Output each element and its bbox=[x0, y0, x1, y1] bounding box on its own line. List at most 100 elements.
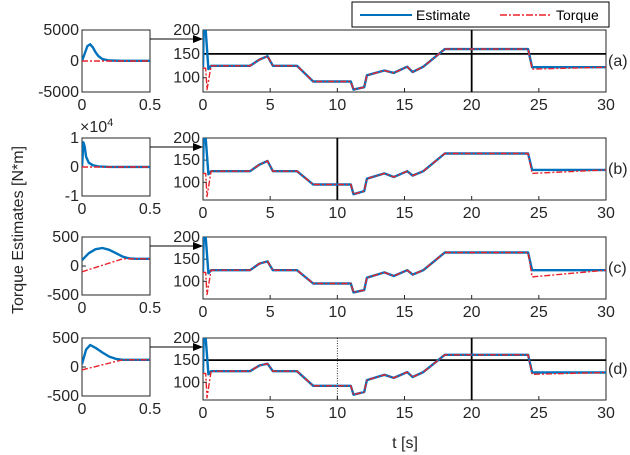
x-tick-label: 30 bbox=[597, 304, 615, 321]
x-axis-label: t [s] bbox=[392, 435, 418, 452]
y-tick-label: 1 bbox=[70, 130, 79, 147]
x-tick-label: 0.5 bbox=[139, 201, 161, 218]
panel-d: 200 150 100 0 5 10 15 20 25 30 (d) bbox=[150, 330, 628, 422]
x-tick-label: 20 bbox=[463, 97, 481, 114]
x-tick-label: 0 bbox=[199, 97, 208, 114]
y-tick-label: 500 bbox=[52, 330, 79, 347]
x-tick-label: 0 bbox=[78, 300, 87, 317]
panel-annotation: (b) bbox=[608, 161, 628, 178]
y-tick-label: 150 bbox=[173, 152, 200, 169]
y-tick-label: 150 bbox=[173, 352, 200, 369]
plot-area bbox=[82, 246, 150, 273]
x-tick-label: 5 bbox=[266, 97, 275, 114]
axes-box bbox=[81, 236, 151, 296]
x-tick-label: 25 bbox=[530, 304, 548, 321]
y-tick-label: 200 bbox=[173, 130, 200, 147]
x-tick-label: 0.5 bbox=[139, 401, 161, 418]
x-tick-label: 15 bbox=[396, 97, 414, 114]
legend-torque-label: Torque bbox=[556, 7, 599, 23]
y-tick-label: 0 bbox=[70, 159, 79, 176]
axes-box bbox=[202, 337, 607, 401]
plot-area bbox=[82, 343, 150, 371]
x-tick-label: 0 bbox=[78, 97, 87, 114]
x-tick-label: 30 bbox=[597, 97, 615, 114]
y-tick-label: 5000 bbox=[43, 22, 79, 39]
plot-area bbox=[203, 237, 606, 296]
x-tick-label: 20 bbox=[463, 205, 481, 222]
panel-annotation: (c) bbox=[608, 260, 627, 277]
series-torque-line bbox=[203, 152, 606, 198]
panel-annotation: (a) bbox=[608, 53, 628, 70]
x-tick-label: 15 bbox=[396, 304, 414, 321]
y-tick-label: -500 bbox=[47, 287, 79, 304]
series-torque-line bbox=[82, 359, 150, 371]
panel-d-inset: 5000-5000 0.5 bbox=[47, 330, 161, 418]
x-tick-label: 0.5 bbox=[139, 97, 161, 114]
y-tick-label: 100 bbox=[173, 174, 200, 191]
y-exponent-label: ×104 bbox=[80, 117, 113, 136]
y-tick-label: 100 bbox=[173, 70, 200, 87]
x-tick-label: 15 bbox=[396, 405, 414, 422]
x-tick-label: 0 bbox=[78, 401, 87, 418]
y-tick-label: -500 bbox=[47, 388, 79, 405]
plot-area bbox=[203, 138, 606, 200]
y-tick-label: -1 bbox=[65, 188, 79, 205]
x-tick-label: 5 bbox=[266, 304, 275, 321]
y-tick-label: 0 bbox=[70, 258, 79, 275]
series-torque-line bbox=[203, 48, 606, 91]
y-tick-label: 100 bbox=[173, 374, 200, 391]
series-torque-line bbox=[203, 354, 606, 399]
y-tick-label: 200 bbox=[173, 330, 200, 347]
x-tick-label: 0 bbox=[199, 405, 208, 422]
axes-box bbox=[202, 236, 607, 300]
x-tick-label: 30 bbox=[597, 405, 615, 422]
panel-c: 200 150 100 0 5 10 15 20 25 30 (c) bbox=[150, 229, 627, 321]
plot-area bbox=[203, 30, 606, 92]
y-axis-label: Torque Estimates [N*m] bbox=[10, 146, 27, 314]
x-tick-label: 0.5 bbox=[139, 300, 161, 317]
x-tick-label: 10 bbox=[328, 97, 346, 114]
y-tick-label: 500 bbox=[52, 229, 79, 246]
legend-estimate-label: Estimate bbox=[416, 7, 471, 23]
panel-annotation: (d) bbox=[608, 361, 628, 378]
x-tick-label: 10 bbox=[328, 205, 346, 222]
series-torque-line bbox=[203, 251, 606, 296]
x-tick-label: 15 bbox=[396, 205, 414, 222]
panel-a: 200 150 100 0 5 10 15 20 25 30 (a) bbox=[150, 22, 628, 114]
y-tick-label: 0 bbox=[70, 53, 79, 70]
x-tick-label: 10 bbox=[328, 304, 346, 321]
x-tick-label: 0 bbox=[199, 304, 208, 321]
x-tick-label: 20 bbox=[463, 304, 481, 321]
x-tick-label: 10 bbox=[328, 405, 346, 422]
x-tick-label: 0 bbox=[199, 205, 208, 222]
x-tick-label: 25 bbox=[530, 405, 548, 422]
plot-area bbox=[82, 141, 150, 169]
y-tick-label: 100 bbox=[173, 273, 200, 290]
series-torque-line bbox=[82, 258, 150, 273]
panel-c-inset: 5000-5000 0.5 bbox=[47, 229, 161, 317]
series-estimate-line bbox=[82, 343, 150, 365]
legend: Estimate Torque bbox=[351, 1, 610, 28]
x-tick-label: 25 bbox=[530, 97, 548, 114]
x-tick-label: 5 bbox=[266, 405, 275, 422]
x-tick-label: 5 bbox=[266, 205, 275, 222]
plot-area bbox=[203, 338, 606, 400]
x-tick-label: 30 bbox=[597, 205, 615, 222]
axes-box bbox=[202, 29, 607, 93]
y-tick-label: 150 bbox=[173, 46, 200, 63]
y-tick-label: 200 bbox=[173, 229, 200, 246]
panel-b-inset: 10-10 0.5×104 bbox=[65, 117, 161, 218]
series-estimate-line bbox=[82, 43, 150, 62]
y-tick-label: 0 bbox=[70, 359, 79, 376]
y-tick-label: 200 bbox=[173, 22, 200, 39]
y-tick-label: -5000 bbox=[38, 84, 79, 101]
panel-b: 200 150 100 0 5 10 15 20 25 30 (b) bbox=[150, 130, 628, 222]
plot-area bbox=[82, 43, 150, 62]
x-tick-label: 20 bbox=[463, 405, 481, 422]
y-tick-label: 150 bbox=[173, 251, 200, 268]
series-estimate-line bbox=[82, 141, 150, 169]
x-tick-label: 0 bbox=[78, 201, 87, 218]
x-tick-label: 25 bbox=[530, 205, 548, 222]
